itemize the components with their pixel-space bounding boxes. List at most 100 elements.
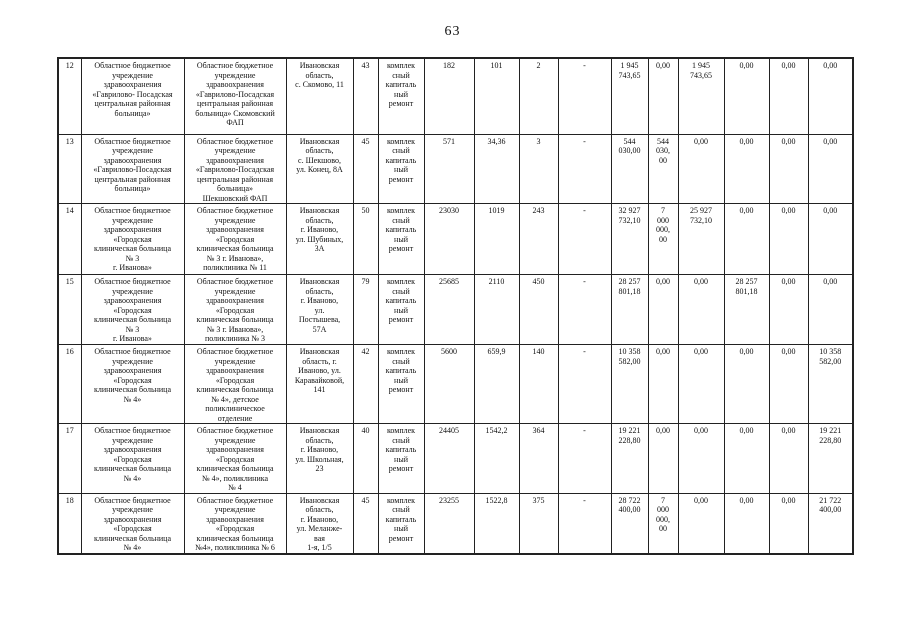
cell-col8: 659,9 [473,344,520,424]
cell-object_name: Областное бюджетное учреждение здравоохр… [183,274,287,345]
cell-col8: 1019 [473,203,520,275]
cell-col13: 0,00 [677,423,725,494]
cell-col15: 0,00 [768,203,809,275]
cell-object_name: Областное бюджетное учреждение здравоохр… [183,344,287,424]
cell-col8: 1542,2 [473,423,520,494]
cell-col10: - [557,274,612,345]
table-row: 15 Областное бюджетное учреждение здравоо… [57,274,854,345]
cell-col10: - [557,344,612,424]
cell-institution: Областное бюджетное учреждение здравоохр… [80,274,185,345]
cell-col9: 2 [518,57,559,135]
cell-col5: 45 [352,133,379,204]
cell-object_name: Областное бюджетное учреждение здравоохр… [183,133,287,204]
cell-address: Ивановская область, г. Иваново, ул. Шуби… [285,203,354,275]
cell-work_type: комплек сный капиталь ный ремонт [377,274,425,345]
cell-col14: 0,00 [723,344,770,424]
cell-col13: 25 927 732,10 [677,203,725,275]
cell-col12: 544 030, 00 [647,133,679,204]
cell-col16: 0,00 [807,274,854,345]
table-row: 12 Областное бюджетное учреждение здравоо… [57,57,854,135]
cell-col11: 28 257 801,18 [610,274,649,345]
cell-col12: 0,00 [647,274,679,345]
cell-col11: 544 030,00 [610,133,649,204]
cell-col12: 0,00 [647,423,679,494]
cell-col5: 40 [352,423,379,494]
cell-col10: - [557,423,612,494]
cell-no: 14 [57,203,82,275]
cell-col14: 0,00 [723,203,770,275]
cell-institution: Областное бюджетное учреждение здравоохр… [80,492,185,555]
cell-col7: 5600 [423,344,475,424]
cell-col10: - [557,492,612,555]
cell-address: Ивановская область, г. Иваново, ул. Кара… [285,344,354,424]
cell-col16: 0,00 [807,57,854,135]
cell-col12: 7 000 000, 00 [647,492,679,555]
cell-col15: 0,00 [768,133,809,204]
cell-col8: 2110 [473,274,520,345]
cell-col7: 182 [423,57,475,135]
cell-object_name: Областное бюджетное учреждение здравоохр… [183,492,287,555]
cell-address: Ивановская область, г. Иваново, ул. Пост… [285,274,354,345]
cell-col8: 1522,8 [473,492,520,555]
cell-address: Ивановская область, г. Иваново, ул. Мела… [285,492,354,555]
cell-col7: 23255 [423,492,475,555]
cell-col10: - [557,133,612,204]
table-row: 13 Областное бюджетное учреждение здравоо… [57,133,854,204]
cell-col14: 0,00 [723,57,770,135]
cell-col13: 0,00 [677,492,725,555]
cell-col9: 375 [518,492,559,555]
cell-col12: 7 000 000, 00 [647,203,679,275]
cell-col11: 1 945 743,65 [610,57,649,135]
cell-col11: 19 221 228,80 [610,423,649,494]
cell-col16: 0,00 [807,203,854,275]
cell-col9: 3 [518,133,559,204]
cell-work_type: комплек сный капиталь ный ремонт [377,344,425,424]
cell-col5: 79 [352,274,379,345]
cell-institution: Областное бюджетное учреждение здравоохр… [80,57,185,135]
cell-institution: Областное бюджетное учреждение здравоохр… [80,344,185,424]
cell-institution: Областное бюджетное учреждение здравоохр… [80,203,185,275]
cell-col7: 571 [423,133,475,204]
cell-work_type: комплек сный капиталь ный ремонт [377,423,425,494]
cell-col9: 243 [518,203,559,275]
cell-col15: 0,00 [768,274,809,345]
cell-address: Ивановская область, с. Шекшово, ул. Коне… [285,133,354,204]
cell-col5: 50 [352,203,379,275]
cell-col9: 140 [518,344,559,424]
cell-col16: 0,00 [807,133,854,204]
table-row: 16 Областное бюджетное учреждение здравоо… [57,344,854,424]
cell-col14: 0,00 [723,133,770,204]
cell-col10: - [557,203,612,275]
cell-col12: 0,00 [647,57,679,135]
cell-col9: 450 [518,274,559,345]
cell-col13: 0,00 [677,133,725,204]
cell-col15: 0,00 [768,492,809,555]
cell-col7: 24405 [423,423,475,494]
cell-work_type: комплек сный капиталь ный ремонт [377,492,425,555]
report-table-body: 12 Областное бюджетное учреждение здравоо… [57,57,854,555]
cell-col12: 0,00 [647,344,679,424]
report-table: 12 Областное бюджетное учреждение здравоо… [57,57,854,555]
cell-object_name: Областное бюджетное учреждение здравоохр… [183,57,287,135]
cell-col16: 19 221 228,80 [807,423,854,494]
cell-work_type: комплек сный капиталь ный ремонт [377,203,425,275]
cell-object_name: Областное бюджетное учреждение здравоохр… [183,203,287,275]
cell-institution: Областное бюджетное учреждение здравоохр… [80,423,185,494]
cell-col11: 32 927 732,10 [610,203,649,275]
cell-no: 17 [57,423,82,494]
cell-col16: 21 722 400,00 [807,492,854,555]
cell-col11: 10 358 582,00 [610,344,649,424]
cell-col13: 1 945 743,65 [677,57,725,135]
cell-col15: 0,00 [768,344,809,424]
cell-col5: 42 [352,344,379,424]
cell-col14: 0,00 [723,492,770,555]
cell-col9: 364 [518,423,559,494]
cell-col13: 0,00 [677,344,725,424]
cell-col7: 23030 [423,203,475,275]
cell-col5: 45 [352,492,379,555]
cell-col10: - [557,57,612,135]
table-row: 17 Областное бюджетное учреждение здравоо… [57,423,854,494]
cell-no: 13 [57,133,82,204]
cell-no: 12 [57,57,82,135]
